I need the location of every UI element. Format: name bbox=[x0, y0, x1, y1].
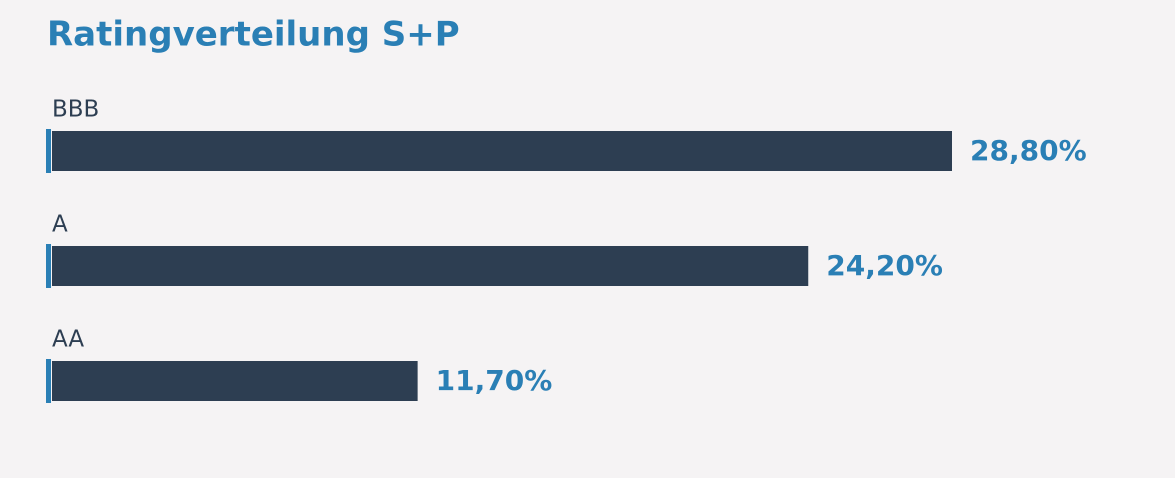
category-label: BBB bbox=[52, 97, 99, 123]
category-label: A bbox=[52, 212, 68, 238]
bar bbox=[52, 361, 418, 401]
bar bbox=[52, 131, 952, 171]
bar-accent bbox=[46, 129, 51, 173]
category-label: AA bbox=[52, 327, 84, 353]
bar-accent bbox=[46, 244, 51, 288]
value-label: 11,70% bbox=[436, 364, 553, 397]
bar-accent bbox=[46, 359, 51, 403]
chart-title: Ratingverteilung S+P bbox=[47, 15, 460, 55]
value-label: 24,20% bbox=[826, 249, 943, 282]
value-label: 28,80% bbox=[970, 134, 1087, 167]
bar bbox=[52, 246, 809, 286]
